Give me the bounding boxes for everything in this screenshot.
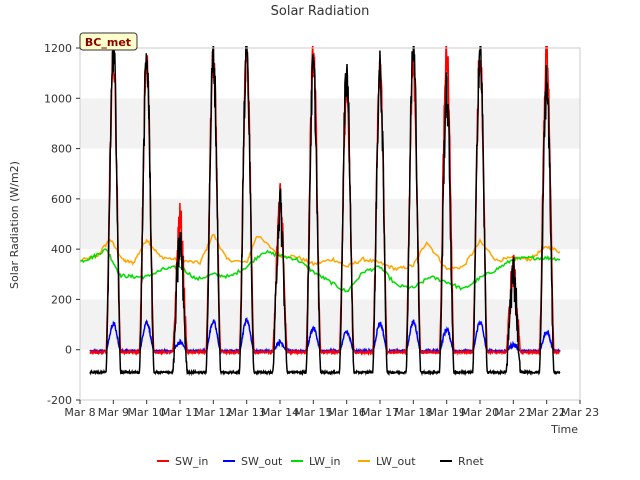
x-tick-label: Mar 23 xyxy=(561,406,599,419)
x-tick-label: Mar 10 xyxy=(128,406,166,419)
chart-title: Solar Radiation xyxy=(271,4,370,19)
x-tick-label: Mar 19 xyxy=(428,406,466,419)
grid-band xyxy=(80,299,580,350)
plot-frame xyxy=(79,47,581,401)
x-tick-label: Mar 18 xyxy=(394,406,432,419)
y-tick-label: 0 xyxy=(65,344,72,357)
x-tick-label: Mar 15 xyxy=(294,406,332,419)
y-tick-label: 1000 xyxy=(44,92,72,105)
plot-series xyxy=(80,46,561,377)
series-line-rnet xyxy=(89,46,561,377)
x-tick-label: Mar 9 xyxy=(98,406,129,419)
series-line-lw-out xyxy=(80,233,561,272)
grid-bands xyxy=(80,48,580,400)
y-tick-label: 400 xyxy=(51,243,72,256)
x-tick-label: Mar 8 xyxy=(64,406,95,419)
y-tick-label: 1200 xyxy=(44,42,72,55)
legend-label: LW_in xyxy=(309,455,341,468)
x-tick-label: Mar 17 xyxy=(361,406,399,419)
y-tick-label: 800 xyxy=(51,143,72,156)
y-axis-label: Solar Radiation (W/m2) xyxy=(8,161,21,289)
x-tick-label: Mar 20 xyxy=(461,406,499,419)
x-tick-label: Mar 21 xyxy=(494,406,532,419)
grid-band xyxy=(80,148,580,199)
station-badge: BC_met xyxy=(79,32,138,51)
grid-band xyxy=(80,349,580,400)
legend-label: SW_in xyxy=(175,455,208,468)
y-tick-label: 200 xyxy=(51,293,72,306)
grid-band xyxy=(80,48,580,99)
x-tick-label: Mar 22 xyxy=(528,406,566,419)
y-tick-label: -200 xyxy=(47,394,72,407)
grid-band xyxy=(80,98,580,149)
y-tick-label: 600 xyxy=(51,193,72,206)
x-tick-label: Mar 13 xyxy=(228,406,266,419)
station-label: BC_met xyxy=(85,36,131,49)
legend-label: LW_out xyxy=(376,455,416,468)
legend-label: SW_out xyxy=(241,455,283,468)
x-tick-label: Mar 11 xyxy=(161,406,199,419)
grid-band xyxy=(80,198,580,250)
y-axis: -200 0 200 400 600 800 1000 1200 xyxy=(44,42,80,407)
legend: SW_in SW_out LW_in LW_out Rnet xyxy=(157,455,484,468)
x-tick-label: Mar 14 xyxy=(261,406,299,419)
x-axis-label: Time xyxy=(550,423,578,436)
series-line-lw-in xyxy=(80,248,561,293)
x-tick-label: Mar 16 xyxy=(328,406,366,419)
grid-band xyxy=(80,249,580,300)
x-tick-label: Mar 12 xyxy=(194,406,232,419)
legend-label: Rnet xyxy=(458,455,484,468)
series-lines xyxy=(80,46,561,377)
